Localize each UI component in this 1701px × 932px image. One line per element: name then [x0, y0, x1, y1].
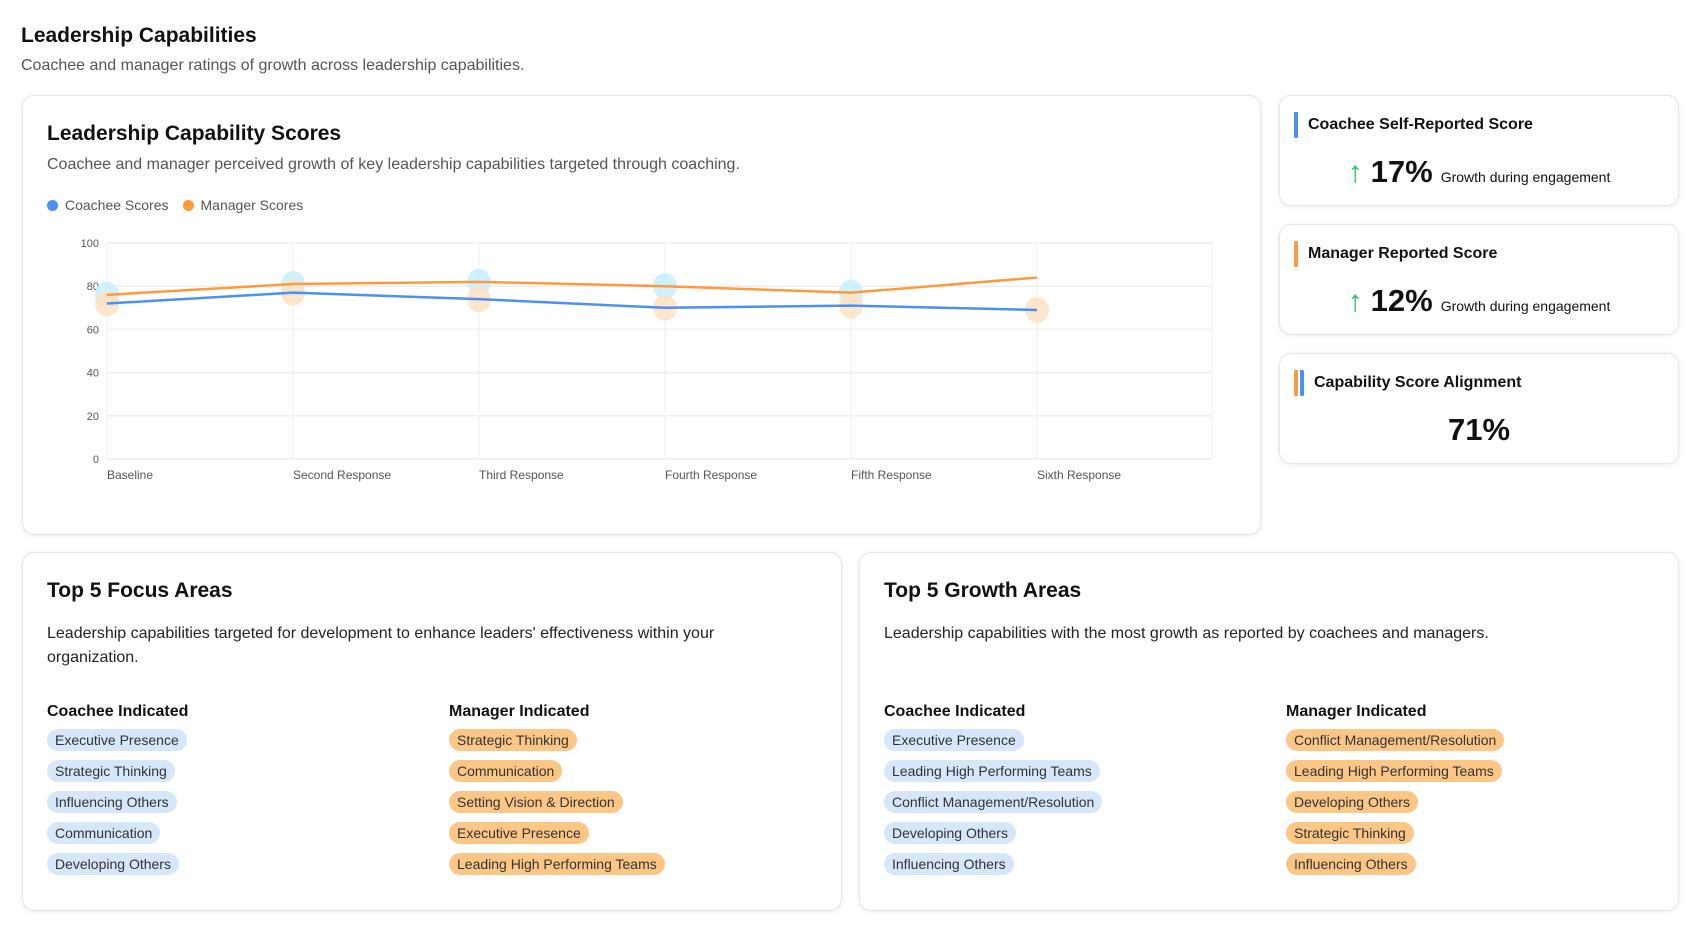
capability-tag: Leading High Performing Teams: [1286, 760, 1502, 782]
capability-tag: Executive Presence: [449, 822, 589, 844]
y-tick-label: 100: [81, 238, 99, 250]
x-tick-label: Fifth Response: [851, 468, 932, 482]
chart-subtitle: Coachee and manager perceived growth of …: [47, 156, 740, 173]
arrow-up-icon: ↑: [1347, 156, 1363, 189]
chart-title: Leadership Capability Scores: [47, 122, 342, 145]
page-title: Leadership Capabilities: [21, 24, 257, 47]
column-heading: Coachee Indicated: [47, 703, 189, 720]
series-line-manager: [106, 276, 1038, 297]
legend-label: Coachee Scores: [65, 197, 169, 213]
column-heading: Coachee Indicated: [884, 703, 1026, 720]
card-description: Leadership capabilities with the most gr…: [884, 625, 1489, 642]
accent-bar: [1294, 112, 1298, 138]
capability-tag: Leading High Performing Teams: [449, 853, 665, 875]
card-title: Top 5 Growth Areas: [884, 579, 1082, 602]
column-heading: Manager Indicated: [1286, 703, 1427, 720]
stat-value: 71%: [1447, 412, 1511, 447]
capability-tag: Executive Presence: [47, 729, 187, 751]
accent-bar: [1294, 241, 1298, 267]
data-point-coachee: [1025, 296, 1049, 323]
y-tick-label: 20: [87, 411, 99, 423]
y-tick-label: 40: [87, 368, 99, 380]
capability-tag: Strategic Thinking: [1286, 822, 1414, 844]
stat-value: 17%: [1370, 154, 1433, 189]
capability-tag: Communication: [47, 822, 161, 844]
x-tick-label: Sixth Response: [1037, 468, 1121, 482]
capability-tag: Conflict Management/Resolution: [1286, 729, 1505, 751]
stat-title: Capability Score Alignment: [1314, 374, 1522, 391]
series-line-coachee: [106, 291, 1038, 312]
card-description: Leadership capabilities targeted for dev…: [47, 625, 715, 666]
capability-tag: Developing Others: [1286, 791, 1418, 813]
capability-tag: Setting Vision & Direction: [449, 791, 623, 813]
capability-tag: Strategic Thinking: [47, 760, 175, 782]
capability-tag: Influencing Others: [1286, 853, 1416, 875]
capability-tag: Influencing Others: [884, 853, 1014, 875]
accent-bar: [1294, 370, 1298, 396]
capability-tag: Strategic Thinking: [449, 729, 577, 751]
legend-label: Manager Scores: [200, 197, 304, 213]
legend-manager[interactable]: Manager Scores: [182, 197, 304, 213]
stat-label: Growth during engagement: [1440, 169, 1611, 185]
stat-value: 12%: [1370, 283, 1433, 318]
y-tick-label: 60: [87, 324, 99, 336]
y-tick-label: 0: [93, 454, 99, 466]
growth-areas-card: Top 5 Growth Areas Leadership capabiliti…: [859, 552, 1679, 911]
chart-legend: Coachee Scores Manager Scores: [47, 197, 303, 213]
manager-dot-icon: [182, 200, 194, 211]
stat-card-manager: Manager Reported Score ↑ 12% Growth during…: [1279, 224, 1679, 335]
capability-tag: Developing Others: [47, 853, 179, 875]
capability-tag: Leading High Performing Teams: [884, 760, 1100, 782]
stat-card-alignment: Capability Score Alignment 71%: [1279, 353, 1679, 464]
capability-tag: Communication: [449, 760, 563, 782]
capability-tag: Developing Others: [884, 822, 1016, 844]
legend-coachee[interactable]: Coachee Scores: [47, 197, 169, 213]
capability-tag: Conflict Management/Resolution: [884, 791, 1103, 813]
capability-tag: Executive Presence: [884, 729, 1024, 751]
focus-areas-card: Top 5 Focus Areas Leadership capabilitie…: [22, 552, 842, 911]
coachee-dot-icon: [47, 200, 58, 211]
card-title: Top 5 Focus Areas: [47, 579, 233, 602]
stat-label: Growth during engagement: [1440, 298, 1611, 314]
accent-bar: [1300, 370, 1304, 396]
arrow-up-icon: ↑: [1347, 285, 1363, 318]
stat-title: Coachee Self-Reported Score: [1308, 116, 1533, 133]
x-tick-label: Third Response: [479, 468, 564, 482]
x-tick-label: Fourth Response: [665, 468, 757, 482]
chart-card: Leadership Capability Scores Coachee and…: [22, 95, 1261, 535]
capability-tag: Influencing Others: [47, 791, 177, 813]
x-tick-label: Baseline: [107, 468, 153, 482]
x-tick-label: Second Response: [293, 468, 391, 482]
stat-card-coachee: Coachee Self-Reported Score ↑ 17% Growth d…: [1279, 95, 1679, 206]
stat-title: Manager Reported Score: [1308, 245, 1498, 262]
page-subtitle: Coachee and manager ratings of growth ac…: [21, 57, 525, 74]
column-heading: Manager Indicated: [449, 703, 590, 720]
